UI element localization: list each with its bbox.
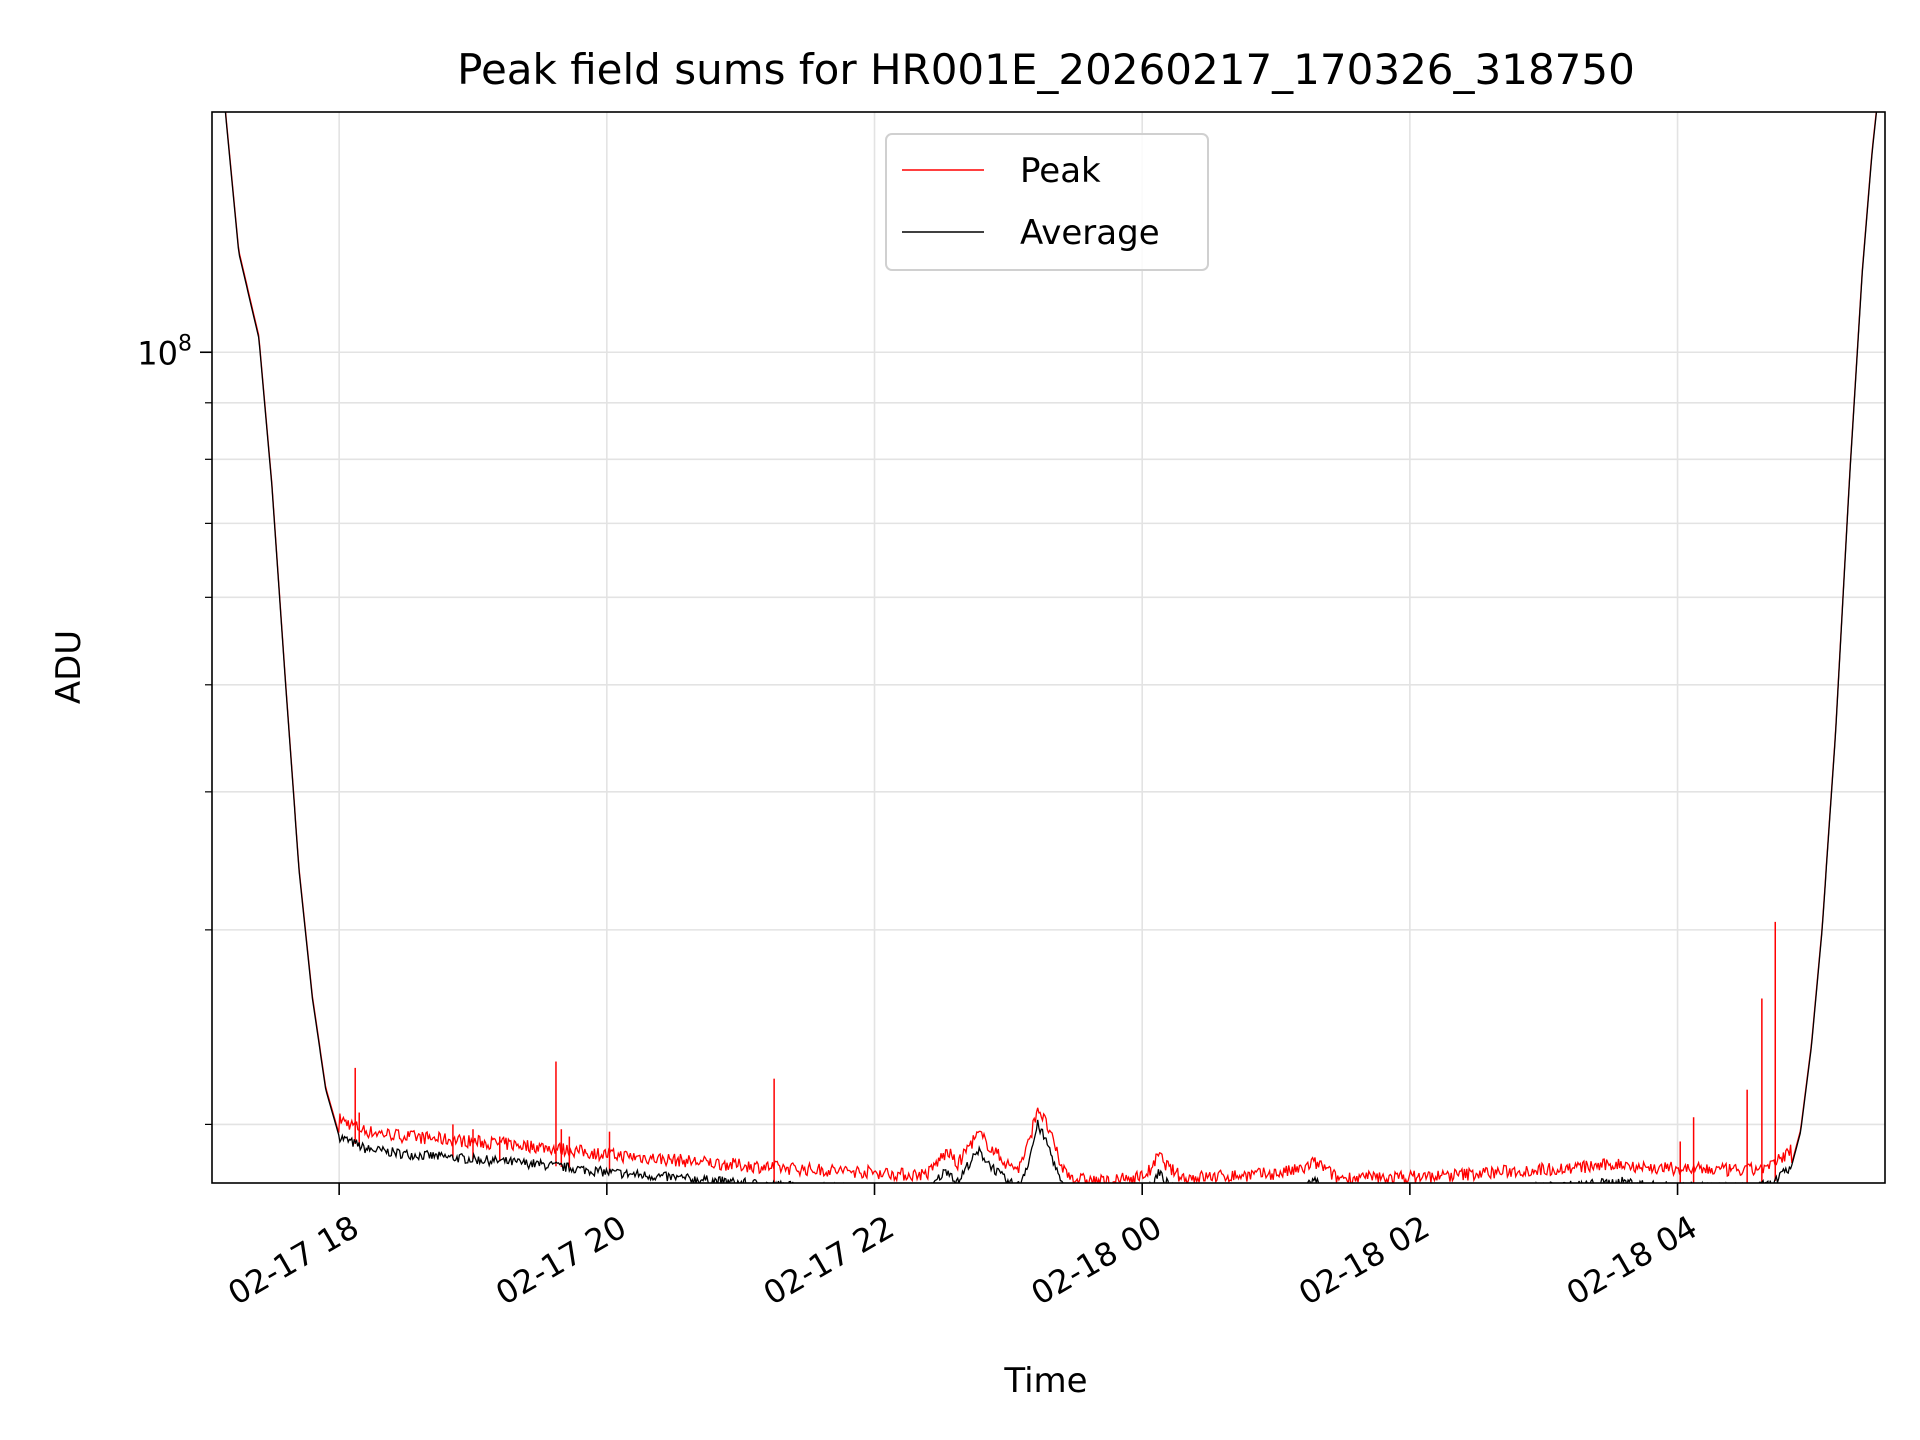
legend-box <box>885 133 1209 271</box>
series-average-line <box>224 112 1878 1183</box>
chart-title: Peak field sums for HR001E_20260217_1703… <box>457 45 1635 94</box>
legend-peak-label: Peak <box>1020 151 1101 191</box>
y-tick-label: 108 <box>137 331 192 372</box>
y-axis-label: ADU <box>49 630 89 704</box>
plot-frame <box>211 111 1886 1184</box>
grid <box>212 112 1885 1183</box>
series-layer <box>224 112 1878 1183</box>
legend: Peak Average <box>885 133 1209 271</box>
x-axis-label: Time <box>1003 1361 1087 1401</box>
legend-average-label: Average <box>1020 213 1160 253</box>
y-axis-ticks: 108 <box>137 331 212 1125</box>
series-peak-line <box>224 112 1877 1183</box>
